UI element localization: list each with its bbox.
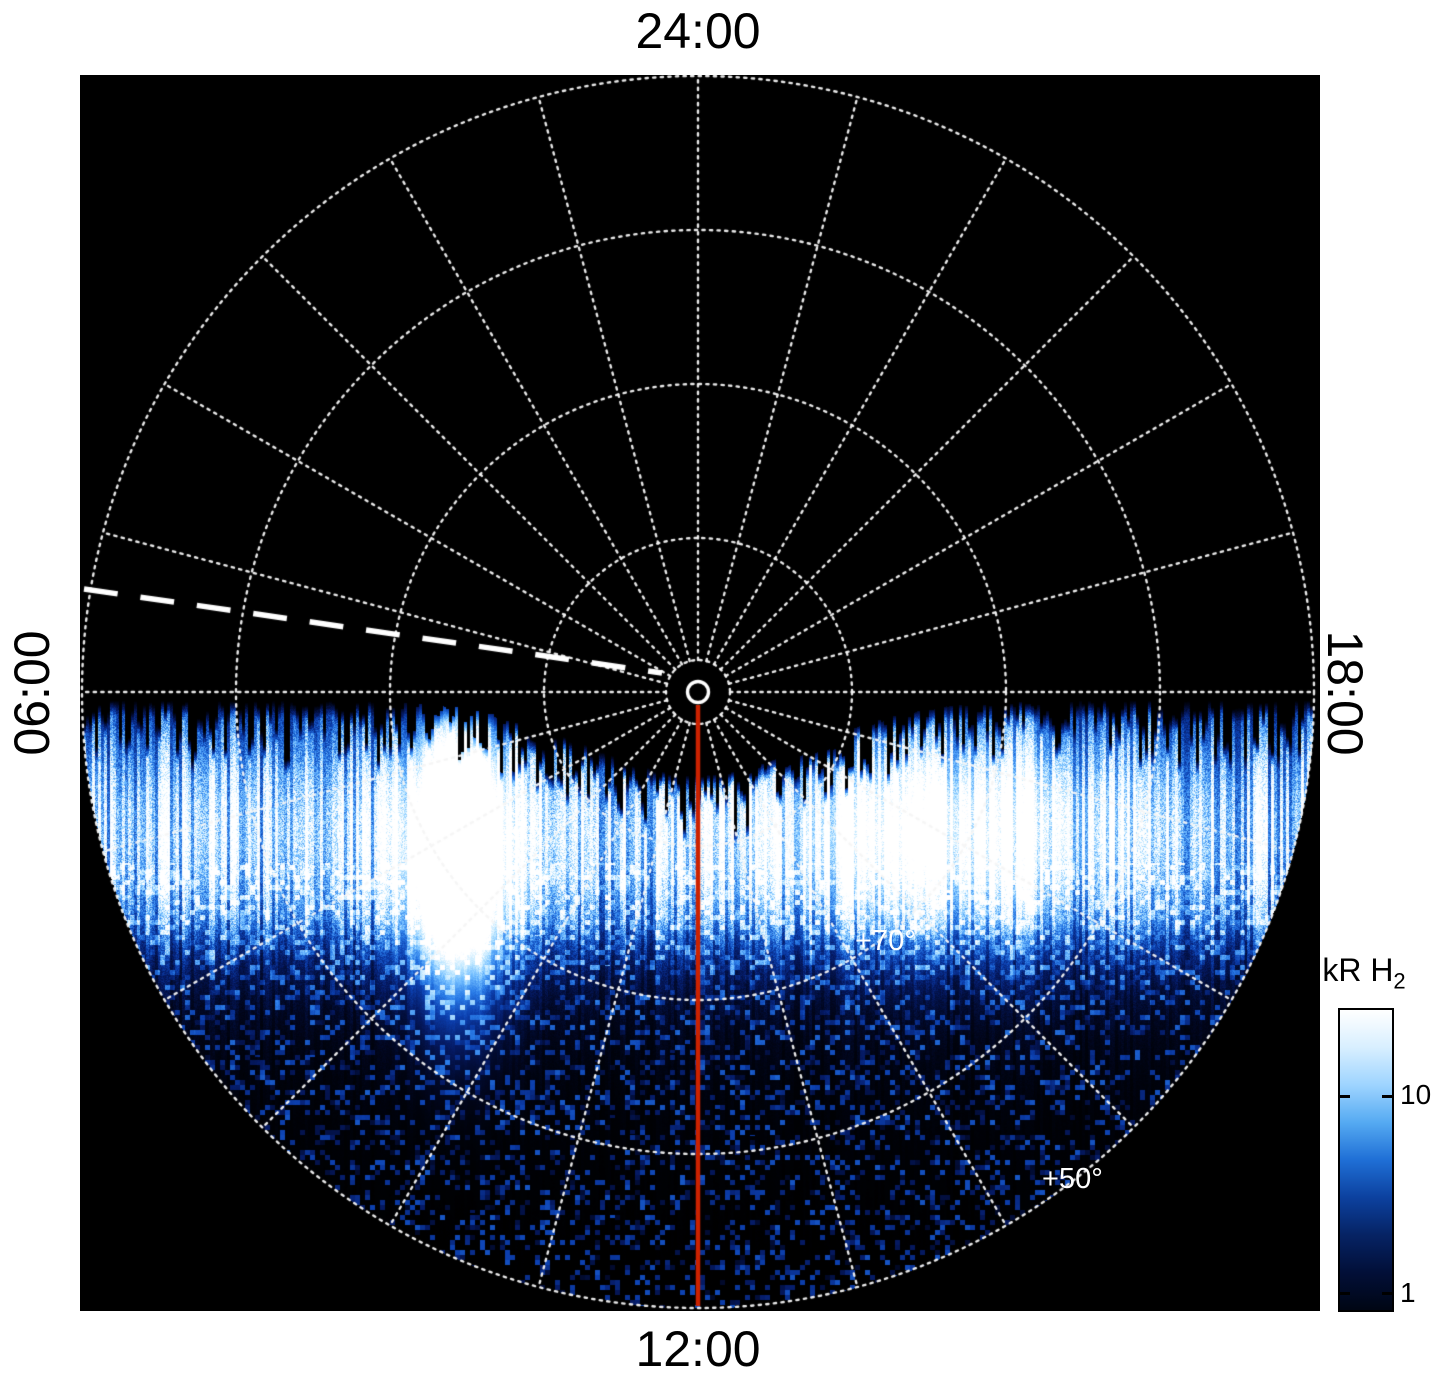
colorbar-tickmark-1-right xyxy=(1382,1292,1392,1295)
colorbar-tickmark-10-right xyxy=(1382,1095,1392,1098)
local-time-label-1200: 12:00 xyxy=(635,1321,761,1377)
colorbar-title-text: kR H xyxy=(1322,952,1394,988)
latitude-ring-label-50: +50° xyxy=(1042,1163,1103,1195)
colorbar xyxy=(1338,1008,1394,1312)
colorbar-title-subscript: 2 xyxy=(1393,968,1406,994)
colorbar-title: kR H2 xyxy=(1299,952,1429,994)
colorbar-tick-label-1: 1 xyxy=(1400,1277,1416,1308)
polar-plot-area: +70° +50° xyxy=(80,75,1320,1311)
local-time-label-0600: 06:00 xyxy=(4,630,60,756)
aurora-polar-heatmap xyxy=(80,75,1320,1311)
latitude-ring-label-70: +70° xyxy=(855,925,916,957)
local-time-label-1800: 18:00 xyxy=(1317,630,1373,756)
local-time-label-2400: 24:00 xyxy=(635,3,761,59)
colorbar-tick-label-10: 10 xyxy=(1400,1079,1432,1110)
colorbar-tickmark-1-left xyxy=(1340,1292,1350,1295)
colorbar-tickmark-10-left xyxy=(1340,1095,1350,1098)
